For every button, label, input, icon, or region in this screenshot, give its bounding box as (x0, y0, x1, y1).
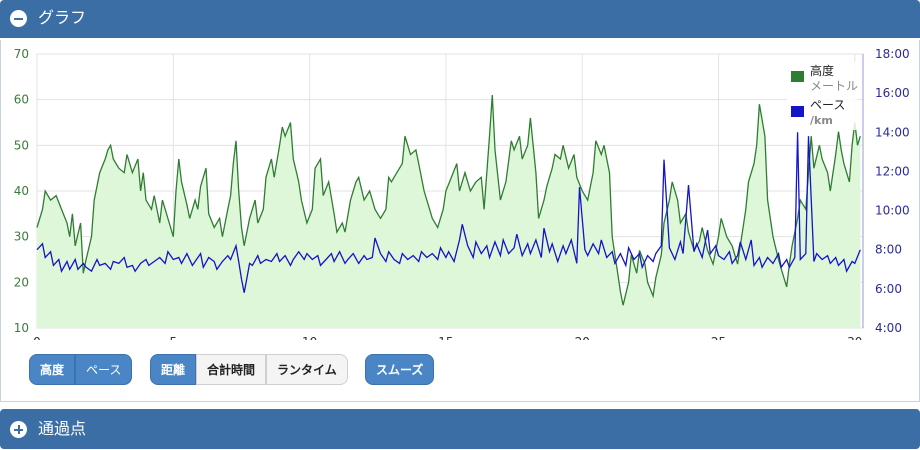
legend-altitude-swatch (791, 71, 804, 82)
distance-mode-button[interactable]: 距離 (150, 354, 197, 385)
legend-altitude-unit: メートル (810, 79, 858, 93)
smooth-button[interactable]: スムーズ (365, 354, 435, 385)
y-left-tick-label: 60 (14, 93, 29, 107)
smooth-group: スムーズ (365, 354, 435, 385)
y-right-tick-label: 6:00 (875, 282, 902, 296)
y-right-tick-label: 4:00 (875, 321, 902, 335)
legend-pace-swatch (791, 106, 804, 117)
x-tick-label: 10 (302, 335, 317, 340)
x-tick-label: 0 (33, 335, 41, 340)
altitude-line (36, 95, 861, 306)
x-axis-mode-group: 距離 合計時間 ランタイム (150, 354, 348, 385)
legend-pace-unit: /km (810, 114, 833, 127)
y-left-tick-label: 30 (14, 230, 29, 244)
x-tick-label: 20 (575, 335, 590, 340)
y-left-tick-label: 50 (14, 138, 29, 152)
legend-pace-label: ペース (810, 98, 845, 112)
legend-altitude-label: 高度 (810, 63, 834, 78)
x-tick-label: 5 (169, 335, 177, 340)
y-right-tick-label: 10:00 (875, 204, 910, 218)
graph-panel-body: 10 20 30 40 50 60 70 0 5 10 15 20 25 30 4:00 6:00 8:00 10… (0, 40, 920, 402)
y-left-tick-label: 20 (14, 275, 29, 289)
y-left-tick-label: 40 (14, 184, 29, 198)
series-toggle-group: 高度 ペース (29, 354, 133, 385)
altitude-area (37, 95, 861, 328)
run-time-mode-button[interactable]: ランタイム (266, 354, 348, 385)
y-right-tick-label: 8:00 (875, 243, 902, 257)
pace-line (36, 132, 861, 293)
elevation-pace-chart: 10 20 30 40 50 60 70 0 5 10 15 20 25 30 4:00 6:00 8:00 10… (14, 47, 910, 340)
y-left-tick-label: 10 (14, 321, 29, 335)
x-tick-label: 15 (438, 335, 453, 340)
total-time-mode-button[interactable]: 合計時間 (196, 354, 267, 385)
y-right-tick-label: 18:00 (875, 47, 910, 61)
graph-panel-title: グラフ (38, 8, 87, 27)
plus-circle-icon[interactable] (10, 421, 27, 438)
y-right-tick-label: 16:00 (875, 86, 910, 100)
pace-toggle-button[interactable]: ペース (75, 354, 133, 385)
waypoints-panel-header[interactable]: 通過点 (0, 409, 920, 449)
waypoints-panel-title: 通過点 (38, 419, 87, 438)
altitude-toggle-button[interactable]: 高度 (29, 354, 76, 385)
y-left-tick-label: 70 (14, 47, 29, 61)
y-right-tick-label: 14:00 (875, 125, 910, 139)
x-tick-label: 30 (847, 335, 862, 340)
graph-panel-header[interactable]: グラフ (0, 0, 920, 38)
minus-circle-icon[interactable] (10, 10, 27, 27)
x-tick-label: 25 (711, 335, 726, 340)
y-right-tick-label: 12:00 (875, 164, 910, 178)
